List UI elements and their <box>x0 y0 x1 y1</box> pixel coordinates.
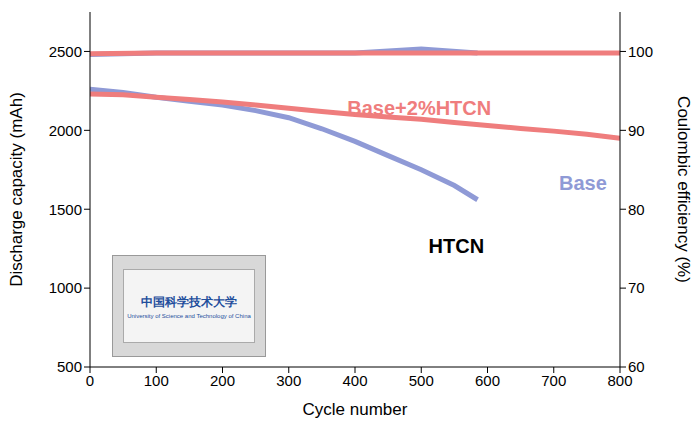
svg-text:0: 0 <box>86 372 94 389</box>
svg-text:2000: 2000 <box>49 122 82 139</box>
svg-text:Discharge capacity (mAh): Discharge capacity (mAh) <box>8 92 26 287</box>
svg-text:Coulombic efficiency (%): Coulombic efficiency (%) <box>674 96 692 283</box>
svg-text:800: 800 <box>607 371 633 389</box>
svg-text:1500: 1500 <box>49 201 82 218</box>
html-text:University of Science and Tech: University of Science and Technology of … <box>127 312 251 319</box>
svg-text:500: 500 <box>57 358 82 375</box>
svg-text:1000: 1000 <box>49 279 82 296</box>
svg-text:600: 600 <box>475 372 500 389</box>
svg-text:Base+2%HTCN: Base+2%HTCN <box>347 97 491 119</box>
svg-text:500: 500 <box>409 372 434 389</box>
svg-text:400: 400 <box>342 372 367 389</box>
svg-text:Cycle number: Cycle number <box>303 400 408 419</box>
svg-text:100: 100 <box>628 43 653 60</box>
svg-text:90: 90 <box>628 122 645 139</box>
svg-text:60: 60 <box>628 358 645 375</box>
svg-text:300: 300 <box>276 372 301 389</box>
svg-text:70: 70 <box>628 279 645 296</box>
svg-text:80: 80 <box>628 201 645 218</box>
svg-text:700: 700 <box>541 372 566 389</box>
svg-text:2500: 2500 <box>49 43 82 60</box>
svg-text:100: 100 <box>144 372 169 389</box>
html-text:中国科学技术大学: 中国科学技术大学 <box>141 294 237 309</box>
svg-text:Base: Base <box>559 172 607 194</box>
svg-text:HTCN: HTCN <box>429 235 485 257</box>
svg-text:200: 200 <box>210 372 235 389</box>
